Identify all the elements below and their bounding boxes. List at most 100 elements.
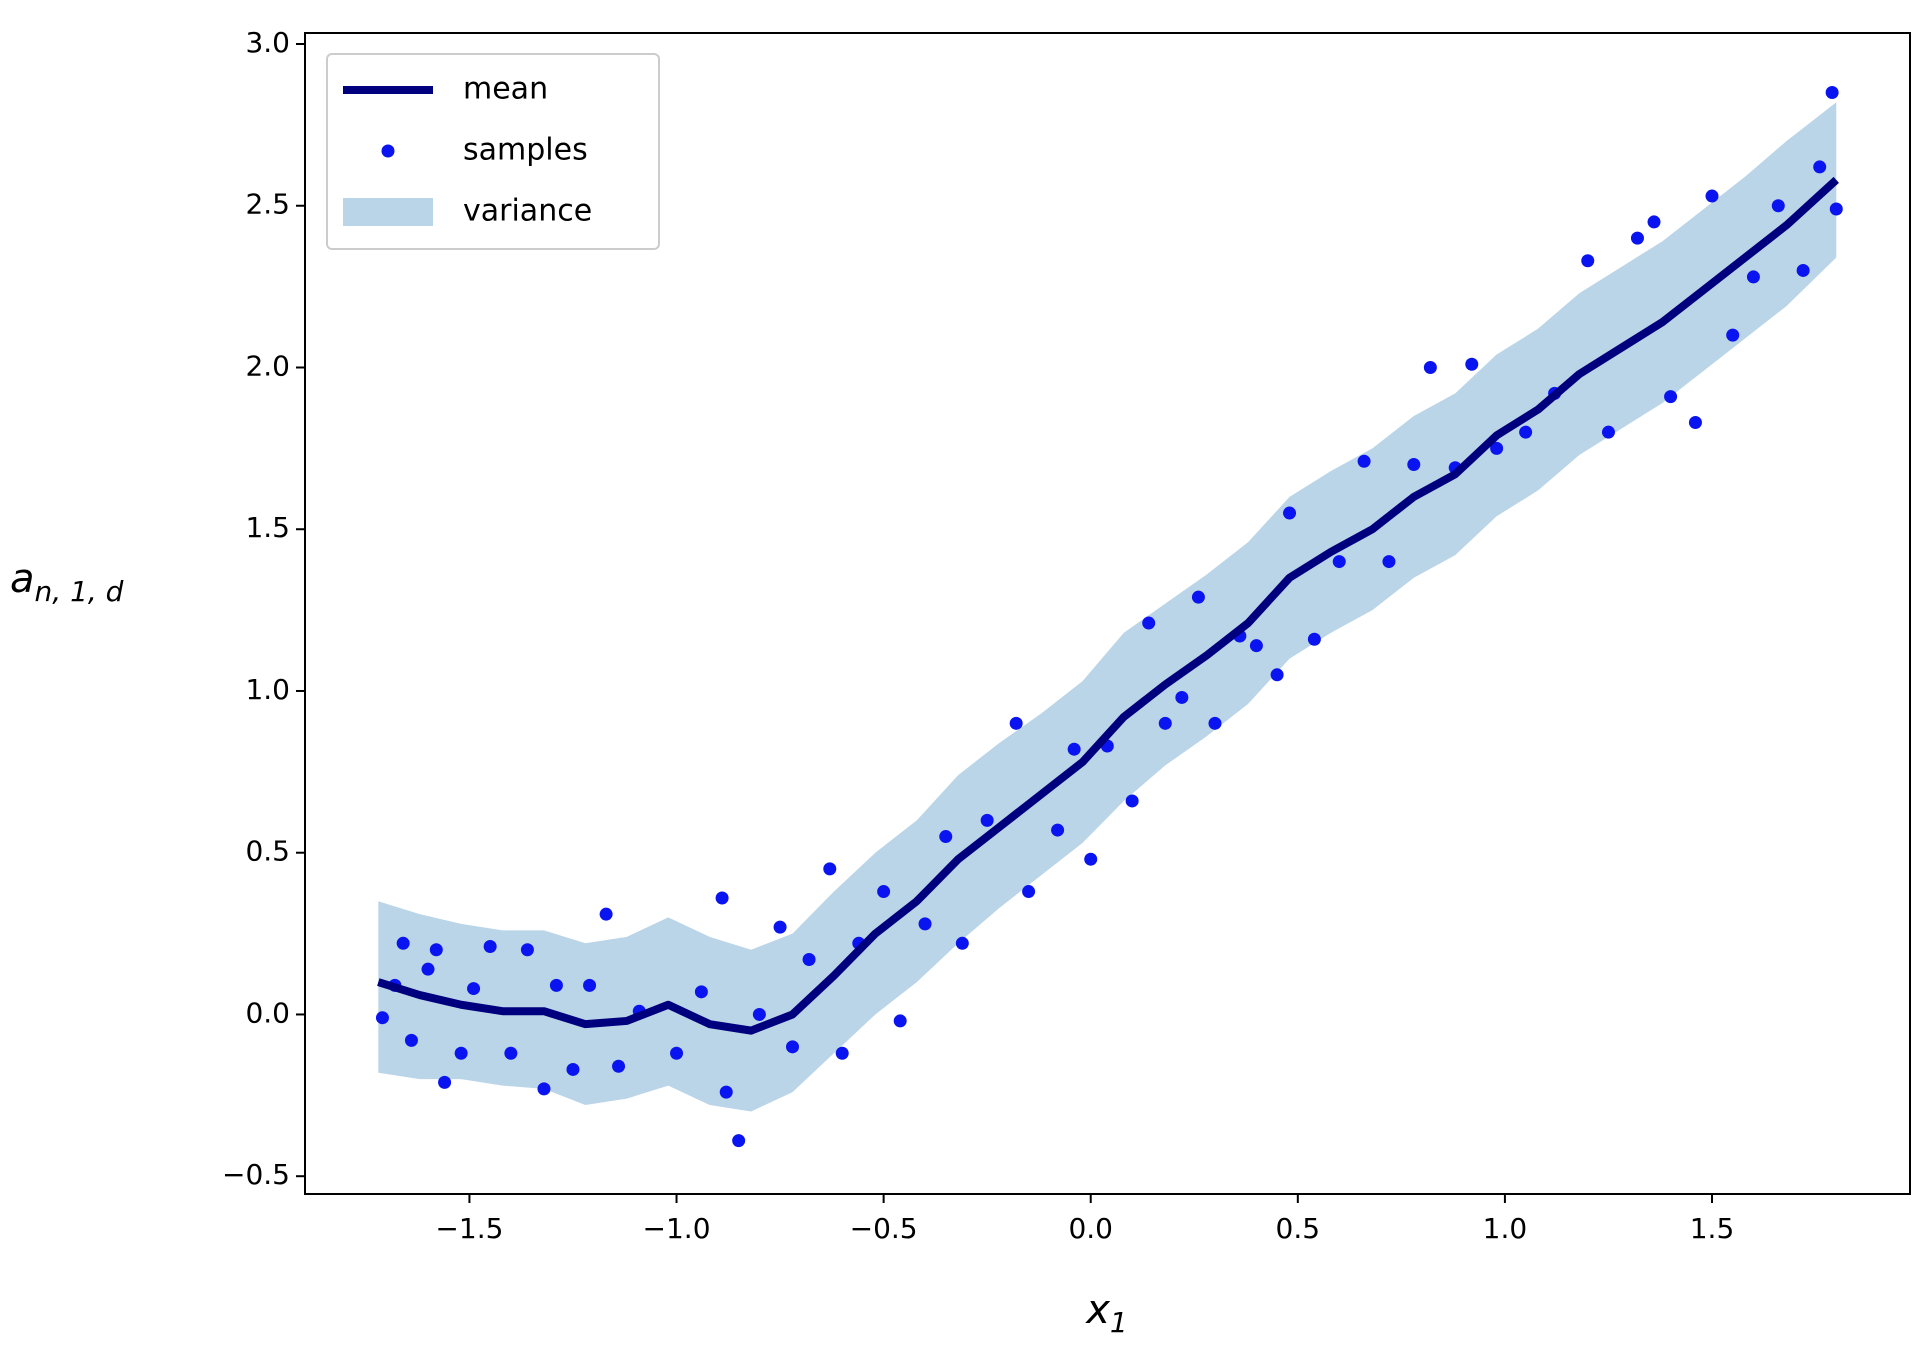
y-label-sub: n, 1, d <box>35 575 124 608</box>
sample-point <box>396 936 410 950</box>
sample-point <box>1601 425 1615 439</box>
sample-point <box>1407 458 1421 472</box>
sample-point <box>1705 189 1719 203</box>
sample-point <box>939 830 953 844</box>
x-label-base: x <box>1084 1287 1110 1333</box>
x-tick-label: −1.5 <box>435 1212 503 1245</box>
sample-point <box>1726 328 1740 342</box>
y-tick-label: 2.0 <box>245 349 290 382</box>
sample-point <box>375 1011 389 1025</box>
sample-point <box>1423 360 1437 374</box>
sample-point <box>877 885 891 899</box>
sample-point <box>1249 639 1263 653</box>
sample-point <box>1581 254 1595 268</box>
sample-point <box>802 952 816 966</box>
x-tick-label: 0.5 <box>1276 1212 1321 1245</box>
x-tick-label: −1.0 <box>643 1212 711 1245</box>
sample-point <box>1796 263 1810 277</box>
sample-point <box>918 917 932 931</box>
sample-point <box>438 1075 452 1089</box>
sample-point <box>1519 425 1533 439</box>
sample-point <box>599 907 613 921</box>
y-tick-label: 1.5 <box>245 511 290 544</box>
y-tick-label: 0.0 <box>245 996 290 1029</box>
legend-label: variance <box>463 194 592 229</box>
sample-point <box>1191 590 1205 604</box>
sample-point <box>823 862 837 876</box>
sample-point <box>1158 716 1172 730</box>
sample-point <box>1688 415 1702 429</box>
sample-point <box>1125 794 1139 808</box>
sample-point <box>1051 823 1065 837</box>
sample-point <box>504 1046 518 1060</box>
mean-line <box>377 176 1839 1035</box>
x-label-sub: 1 <box>1110 1306 1128 1339</box>
x-tick-label: 1.5 <box>1690 1212 1735 1245</box>
sample-point <box>715 891 729 905</box>
sample-point <box>1664 390 1678 404</box>
x-tick-label: −0.5 <box>850 1212 918 1245</box>
sample-point <box>1067 742 1081 756</box>
sample-point <box>1813 160 1827 174</box>
sample-point <box>404 1033 418 1047</box>
sample-point <box>467 982 481 996</box>
y-tick-label: 3.0 <box>245 26 290 59</box>
sample-point <box>1283 506 1297 520</box>
sample-point <box>1746 270 1760 284</box>
sample-point <box>719 1085 733 1099</box>
sample-point <box>1270 668 1284 682</box>
sample-point <box>1825 86 1839 100</box>
sample-point <box>549 978 563 992</box>
sample-point <box>980 813 994 827</box>
sample-point <box>1208 716 1222 730</box>
sample-point <box>893 1014 907 1028</box>
y-tick-label: 0.5 <box>245 835 290 868</box>
sample-point <box>566 1062 580 1076</box>
sample-point <box>752 1007 766 1021</box>
sample-point <box>583 978 597 992</box>
sample-point <box>1307 632 1321 646</box>
sample-point <box>1829 202 1843 216</box>
sample-point <box>670 1046 684 1060</box>
sample-point <box>1630 231 1644 245</box>
sample-point <box>1771 199 1785 213</box>
y-label-base: a <box>10 556 35 602</box>
sample-point <box>429 943 443 957</box>
plot-frame <box>304 32 1911 1195</box>
legend-label: samples <box>463 133 588 168</box>
sample-point <box>1022 885 1036 899</box>
x-tick-label: 1.0 <box>1483 1212 1528 1245</box>
sample-point <box>773 920 787 934</box>
sample-point <box>1175 690 1189 704</box>
sample-point <box>786 1040 800 1054</box>
sample-point <box>421 962 435 976</box>
sample-point <box>483 940 497 954</box>
sample-point <box>1332 555 1346 569</box>
sample-point <box>537 1082 551 1096</box>
legend-point <box>381 144 395 158</box>
sample-point <box>520 943 534 957</box>
sample-point <box>612 1059 626 1073</box>
sample-point <box>1009 716 1023 730</box>
sample-point <box>1084 852 1098 866</box>
variance-band <box>378 102 1837 1112</box>
legend-patch <box>343 198 433 226</box>
legend-label: mean <box>463 72 548 107</box>
y-tick-label: −0.5 <box>222 1158 290 1191</box>
sample-point <box>454 1046 468 1060</box>
sample-point <box>1382 555 1396 569</box>
sample-point <box>1647 215 1661 229</box>
y-axis-label: an, 1, d <box>10 556 124 608</box>
sample-point <box>835 1046 849 1060</box>
sample-point <box>694 985 708 999</box>
sample-point <box>955 936 969 950</box>
sample-point <box>1465 357 1479 371</box>
sample-point <box>1490 441 1504 455</box>
y-tick-label: 2.5 <box>245 188 290 221</box>
sample-point <box>732 1134 746 1148</box>
y-tick-label: 1.0 <box>245 673 290 706</box>
sample-point <box>1357 454 1371 468</box>
x-tick-label: 0.0 <box>1068 1212 1113 1245</box>
sample-point <box>1142 616 1156 630</box>
